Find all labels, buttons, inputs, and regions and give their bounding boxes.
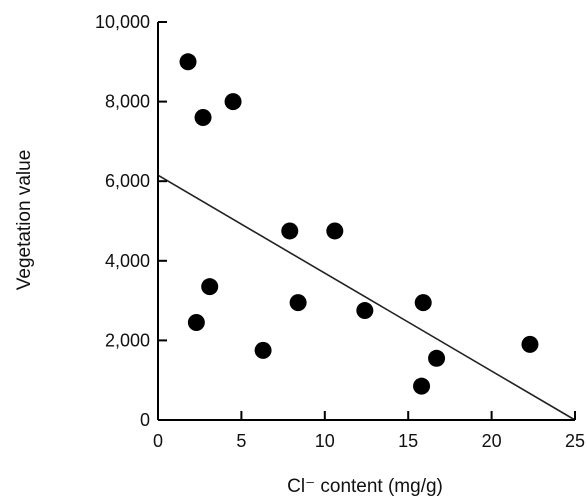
data-point — [281, 222, 299, 240]
data-point — [224, 93, 242, 111]
y-tick-label: 10,000 — [95, 12, 150, 32]
data-point — [356, 302, 374, 320]
data-point — [179, 53, 197, 71]
data-point — [428, 349, 446, 367]
data-point — [201, 278, 219, 296]
y-tick-label: 0 — [140, 410, 150, 430]
y-tick-label: 2,000 — [105, 330, 150, 350]
y-tick-label: 4,000 — [105, 251, 150, 271]
data-point — [187, 313, 205, 331]
y-tick-label: 6,000 — [105, 171, 150, 191]
y-axis-title: Vegetation value — [14, 150, 35, 291]
x-tick-label: 20 — [482, 431, 502, 451]
x-tick-label: 5 — [236, 431, 246, 451]
data-point — [521, 335, 539, 353]
data-point — [326, 222, 344, 240]
data-point — [289, 294, 307, 312]
data-point — [254, 341, 272, 359]
data-point — [414, 294, 432, 312]
x-tick-label: 15 — [398, 431, 418, 451]
y-tick-label: 8,000 — [105, 92, 150, 112]
data-point — [194, 109, 212, 127]
axes: 0 2,000 4,000 6,000 8,000 10,000 0 5 10 15 20 25 — [95, 12, 585, 451]
x-axis-title: Cl⁻ content (mg/g) — [287, 476, 443, 497]
x-tick-label: 0 — [153, 431, 163, 451]
x-tick-label: 25 — [565, 431, 585, 451]
data-point — [413, 377, 431, 395]
plot-area — [157, 53, 576, 421]
x-tick-label: 10 — [315, 431, 335, 451]
trend-line — [157, 174, 576, 421]
